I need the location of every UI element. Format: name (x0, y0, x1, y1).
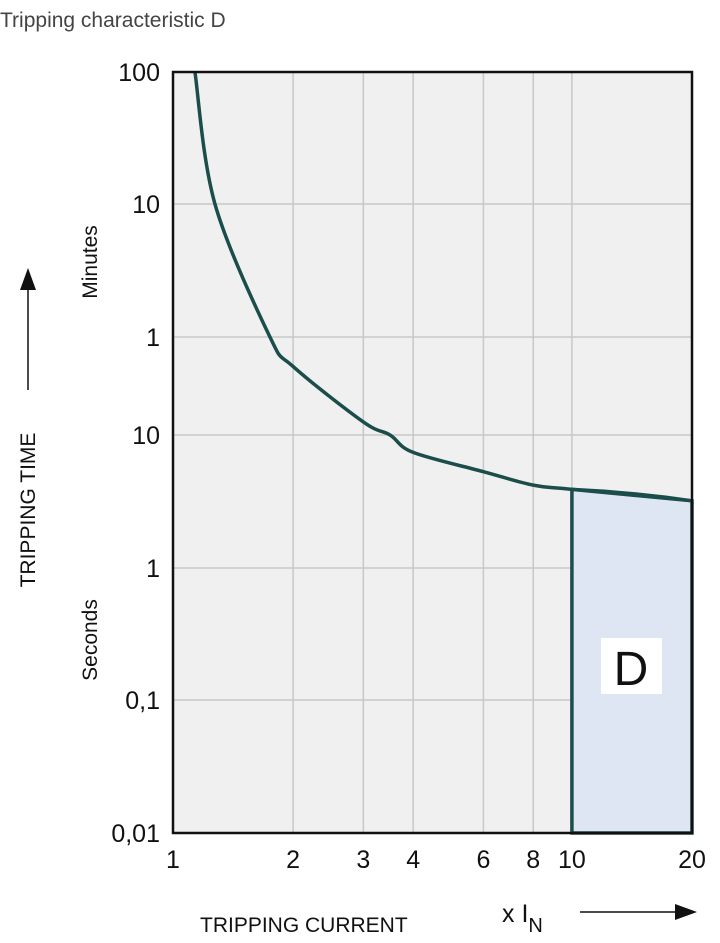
x-tick-label: 20 (678, 846, 706, 874)
region-label-bg (601, 638, 662, 694)
x-tick-label: 10 (558, 846, 586, 874)
y-axis-arrow-icon (20, 268, 36, 390)
x-tick-label: 8 (526, 846, 540, 874)
x-unit: x IN (502, 900, 543, 937)
x-unit-sub: N (528, 915, 542, 937)
region-label: D (614, 643, 649, 696)
x-tick-labels: 1 2 3 4 6 8 10 20 (166, 846, 706, 874)
x-axis-label: TRIPPING CURRENT (200, 914, 408, 937)
plot-frame (171, 70, 694, 835)
y-section-minutes: Minutes (79, 225, 102, 299)
x-axis-arrow-icon (580, 904, 697, 920)
y-tick-label: 0,01 (111, 820, 160, 848)
y-tick-label: 0,1 (125, 687, 160, 715)
y-axis-label: TRIPPING TIME (17, 433, 40, 588)
chart-title: Tripping characteristic D (0, 9, 226, 32)
tripping-curve (193, 71, 693, 503)
y-tick-label: 1 (146, 324, 160, 352)
y-section-seconds: Seconds (79, 599, 102, 681)
y-tick-label: 100 (118, 59, 160, 87)
y-tick-label: 10 (132, 422, 160, 450)
y-tick-label: 1 (146, 555, 160, 583)
x-tick-label: 2 (286, 846, 300, 874)
y-tick-labels: 0,01 0,1 1 10 1 10 100 (111, 59, 160, 848)
x-tick-label: 4 (406, 846, 420, 874)
x-tick-label: 1 (166, 846, 180, 874)
x-tick-label: 6 (476, 846, 490, 874)
x-unit-prefix: x I (502, 900, 528, 928)
x-tick-label: 3 (356, 846, 370, 874)
y-tick-label: 10 (132, 191, 160, 219)
